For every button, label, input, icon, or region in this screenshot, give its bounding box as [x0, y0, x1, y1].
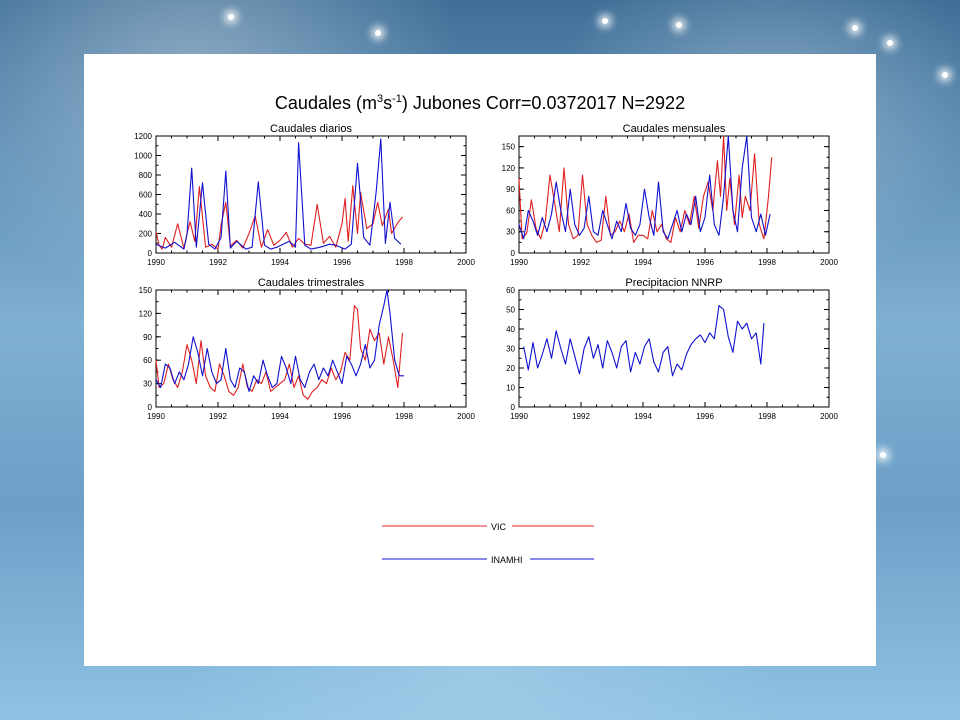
y-tick-label: 1000: [134, 152, 152, 161]
legend-label-inamhi: INAMHI: [491, 555, 523, 565]
x-tick-label: 1996: [696, 412, 714, 421]
plot-frame: [155, 135, 467, 254]
x-tick-label: 1998: [395, 258, 413, 267]
series-line-inamhi: [523, 305, 765, 377]
y-tick-label: 90: [506, 185, 515, 194]
y-tick-label: 400: [139, 210, 153, 219]
x-tick-label: 1992: [209, 258, 227, 267]
x-tick-label: 1998: [758, 412, 776, 421]
figure-title: Caudales (m3s-1) Jubones Corr=0.0372017 …: [275, 93, 685, 113]
x-tick-label: 1994: [271, 258, 289, 267]
y-tick-label: 150: [502, 143, 516, 152]
y-tick-label: 600: [139, 191, 153, 200]
y-tick-label: 30: [506, 345, 515, 354]
y-tick-label: 0: [148, 403, 153, 412]
y-tick-label: 800: [139, 171, 153, 180]
y-tick-label: 60: [506, 206, 515, 215]
y-tick-label: 60: [506, 286, 515, 295]
y-tick-label: 0: [148, 249, 153, 258]
x-tick-label: 1994: [634, 258, 652, 267]
subplot-3: Caudales trimestrales 1990 1992 1994 1996 199…: [139, 277, 476, 421]
y-tick-label: 0: [511, 249, 516, 258]
subplot-2: Caudales mensuales 1990 1992 1994 1996 1998 20…: [502, 123, 839, 267]
series-line-inamhi: [155, 289, 404, 392]
legend-label-vic: VIC: [491, 522, 507, 532]
x-tick-label: 2000: [820, 412, 838, 421]
y-tick-label: 50: [506, 306, 515, 315]
series-line-inamhi: [518, 135, 771, 240]
x-tick-label: 2000: [820, 258, 838, 267]
y-tick-label: 90: [143, 333, 152, 342]
x-tick-label: 1990: [147, 412, 165, 421]
figure-panel: Caudales (m3s-1) Jubones Corr=0.0372017 …: [84, 54, 876, 666]
plot-frame: [518, 135, 830, 254]
subplot-4: Precipitacion NNRP 1990 1992 1994 1996 1998 20…: [506, 277, 838, 421]
y-tick-label: 20: [506, 364, 515, 373]
x-tick-label: 1992: [572, 258, 590, 267]
x-tick-label: 1996: [333, 258, 351, 267]
y-tick-label: 30: [506, 228, 515, 237]
x-tick-label: 1992: [572, 412, 590, 421]
y-tick-label: 120: [502, 164, 516, 173]
x-tick-label: 1996: [333, 412, 351, 421]
y-tick-label: 40: [506, 325, 515, 334]
y-tick-label: 10: [506, 384, 515, 393]
subplot-title: Caudales diarios: [270, 123, 352, 135]
x-tick-label: 2000: [457, 412, 475, 421]
y-tick-label: 150: [139, 286, 153, 295]
x-tick-label: 1994: [634, 412, 652, 421]
x-tick-label: 1990: [147, 258, 165, 267]
x-tick-label: 1994: [271, 412, 289, 421]
x-tick-label: 1990: [510, 258, 528, 267]
figure-svg: Caudales (m3s-1) Jubones Corr=0.0372017 …: [134, 93, 838, 565]
series-line-vic: [155, 185, 403, 250]
y-tick-label: 0: [511, 403, 516, 412]
y-tick-label: 30: [143, 380, 152, 389]
legend: VIC INAMHI: [382, 522, 594, 565]
subplot-title: Caudales trimestrales: [258, 277, 365, 289]
series-line-inamhi: [155, 138, 402, 250]
y-tick-label: 200: [139, 230, 153, 239]
plot-frame: [518, 289, 830, 408]
subplot-title: Precipitacion NNRP: [625, 277, 722, 289]
x-tick-label: 1992: [209, 412, 227, 421]
y-tick-label: 60: [143, 356, 152, 365]
x-tick-label: 1998: [758, 258, 776, 267]
subplot-title: Caudales mensuales: [623, 123, 726, 135]
x-tick-label: 1998: [395, 412, 413, 421]
series-line-vic: [155, 305, 404, 400]
x-tick-label: 2000: [457, 258, 475, 267]
y-tick-label: 1200: [134, 132, 152, 141]
x-tick-label: 1990: [510, 412, 528, 421]
x-tick-label: 1996: [696, 258, 714, 267]
y-tick-label: 120: [139, 309, 153, 318]
